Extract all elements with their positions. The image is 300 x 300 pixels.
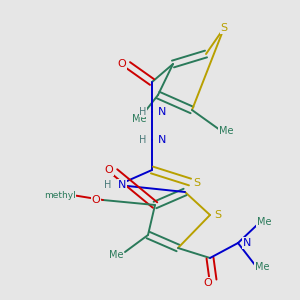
Text: O: O (204, 278, 212, 288)
Text: Me: Me (255, 262, 269, 272)
Text: methyl: methyl (44, 190, 76, 200)
Text: S: S (220, 23, 228, 33)
Text: H: H (139, 107, 147, 117)
Text: Me: Me (219, 126, 233, 136)
Text: O: O (105, 165, 113, 175)
Text: N: N (118, 180, 126, 190)
Text: O: O (118, 59, 126, 69)
Text: N: N (243, 238, 251, 248)
Text: H: H (139, 135, 147, 145)
Text: Me: Me (257, 217, 271, 227)
Text: S: S (194, 178, 201, 188)
Text: O: O (92, 195, 100, 205)
Text: Me: Me (109, 250, 123, 260)
Text: S: S (214, 210, 222, 220)
Text: H: H (104, 180, 112, 190)
Text: N: N (158, 107, 166, 117)
Text: N: N (158, 135, 166, 145)
Text: Me: Me (132, 114, 146, 124)
